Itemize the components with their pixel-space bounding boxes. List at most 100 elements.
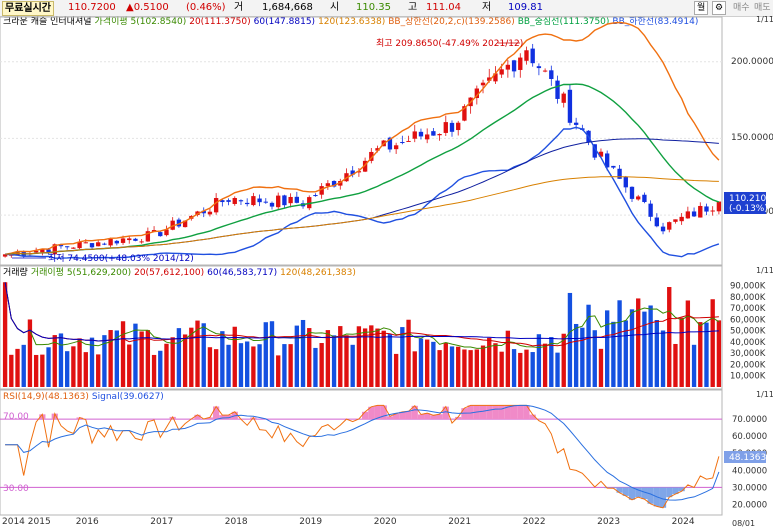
rsi-overbought-fill: [479, 405, 487, 420]
candle-body: [499, 69, 504, 75]
rsi-overbought-fill: [424, 413, 431, 420]
volume-bar: [89, 337, 95, 387]
candle-body: [158, 232, 163, 237]
rsi-overbought-fill: [486, 405, 493, 420]
candle-body: [592, 144, 597, 158]
candle-body: [338, 181, 343, 186]
volume-bar: [530, 352, 535, 387]
volume-bar: [189, 327, 194, 387]
candle-body: [282, 195, 287, 206]
price-tick-200: 200.0000: [731, 57, 773, 67]
candle-body: [319, 186, 324, 195]
candle-body: [561, 93, 566, 103]
rsi-overbought-fill: [430, 415, 437, 420]
monthly-button[interactable]: 월: [694, 1, 709, 15]
rsi-overbought-fill: [393, 413, 400, 420]
x-axis-label: 2024: [672, 517, 695, 527]
candle-body: [176, 219, 182, 227]
candle-body: [648, 203, 653, 217]
rsi-overbought-fill: [405, 411, 412, 420]
volume-bar: [561, 333, 566, 387]
rsi-tick: 30.0000: [732, 483, 767, 493]
candle-body: [201, 210, 206, 214]
rsi-overbought-fill: [380, 405, 387, 420]
x-axis-label: 2020: [374, 517, 397, 527]
legend-ma60: 60(147.8815): [253, 17, 316, 27]
volume-bar: [406, 319, 411, 387]
rsi-oversold-fill: [628, 487, 636, 500]
x-axis-label: 2016: [76, 517, 99, 527]
candle-body: [350, 170, 355, 175]
volume-bar: [21, 344, 26, 387]
rsi-overbought-fill: [368, 406, 375, 420]
candle-body: [362, 160, 368, 172]
volume-bar: [667, 287, 672, 387]
volume-bar: [220, 331, 225, 387]
volume-bar: [176, 328, 182, 387]
rsi-overbought-fill: [399, 411, 406, 420]
volume-bar: [319, 343, 324, 387]
volume-bar: [120, 321, 126, 387]
sell-button[interactable]: 매도: [754, 3, 771, 13]
volume-bar: [282, 344, 287, 387]
rsi-oversold-fill: [635, 487, 642, 498]
volume-bar: [226, 344, 231, 387]
candle-body: [65, 246, 70, 248]
rsi-panel-corner[interactable]: 1/11: [756, 390, 773, 399]
buy-button[interactable]: 매수: [733, 3, 750, 13]
volume-bar: [276, 355, 281, 387]
candle-body: [213, 198, 219, 213]
candle-body: [555, 80, 560, 99]
volume-bar: [542, 343, 548, 387]
candle-body: [89, 243, 95, 248]
legend-volume: 거래량: [3, 268, 28, 278]
volume-bar: [245, 341, 250, 387]
candle-body: [238, 200, 244, 202]
candle-body: [493, 73, 498, 82]
ma60-line: [5, 138, 719, 255]
volume-bar: [195, 320, 200, 387]
rsi-overbought-fill: [362, 411, 369, 420]
candle-body: [120, 238, 126, 243]
candle-body: [480, 82, 486, 86]
candle-body: [220, 200, 225, 203]
price-tick-150: 150.0000: [731, 133, 773, 143]
volume-bar: [338, 326, 343, 387]
volume-bar: [102, 335, 107, 387]
volume-panel-corner[interactable]: 1/11: [756, 266, 773, 275]
legend-vol-ma60: 60(46,583,717): [207, 268, 278, 278]
volume-bar: [580, 327, 585, 387]
volume-bar: [2, 282, 8, 387]
candle-body: [462, 106, 467, 121]
volume-bar: [307, 328, 312, 387]
rsi-oversold-fill: [672, 487, 679, 495]
volume-bar: [257, 344, 262, 387]
legend-rsi: RSI(14,9)(48.1363): [3, 392, 89, 402]
volume-bar: [313, 347, 318, 387]
rsi-level-70: 70.00: [3, 412, 29, 422]
candle-body: [133, 238, 138, 241]
candle-body: [96, 242, 101, 247]
realtime-label[interactable]: 무료실시간: [2, 1, 54, 16]
volume-bar: [133, 323, 138, 387]
volume-bar: [691, 344, 697, 387]
rsi-overbought-fill: [498, 405, 505, 420]
rsi-tick: 70.0000: [732, 415, 767, 425]
volume-bar: [704, 322, 709, 387]
low-value: 109.81: [508, 2, 543, 13]
candle-body: [356, 171, 362, 173]
rsi-overbought-fill: [523, 405, 530, 420]
volume-bar: [611, 321, 616, 387]
quote-header: 무료실시간 110.7200 ▲0.5100 (0.46%) 거 1,684,6…: [0, 0, 773, 17]
x-axis-corner: 08/01: [732, 519, 755, 528]
volume-bar: [15, 348, 20, 387]
settings-icon[interactable]: ⚙: [712, 1, 727, 15]
rsi-overbought-fill: [219, 415, 226, 420]
price-panel-corner[interactable]: 1/11: [756, 15, 773, 24]
volume-bar: [660, 330, 666, 387]
current-price-tag-pct: (-0.13%): [729, 204, 768, 214]
candle-body: [449, 122, 455, 132]
volume-bar: [325, 330, 331, 387]
volume-bar: [263, 322, 268, 387]
